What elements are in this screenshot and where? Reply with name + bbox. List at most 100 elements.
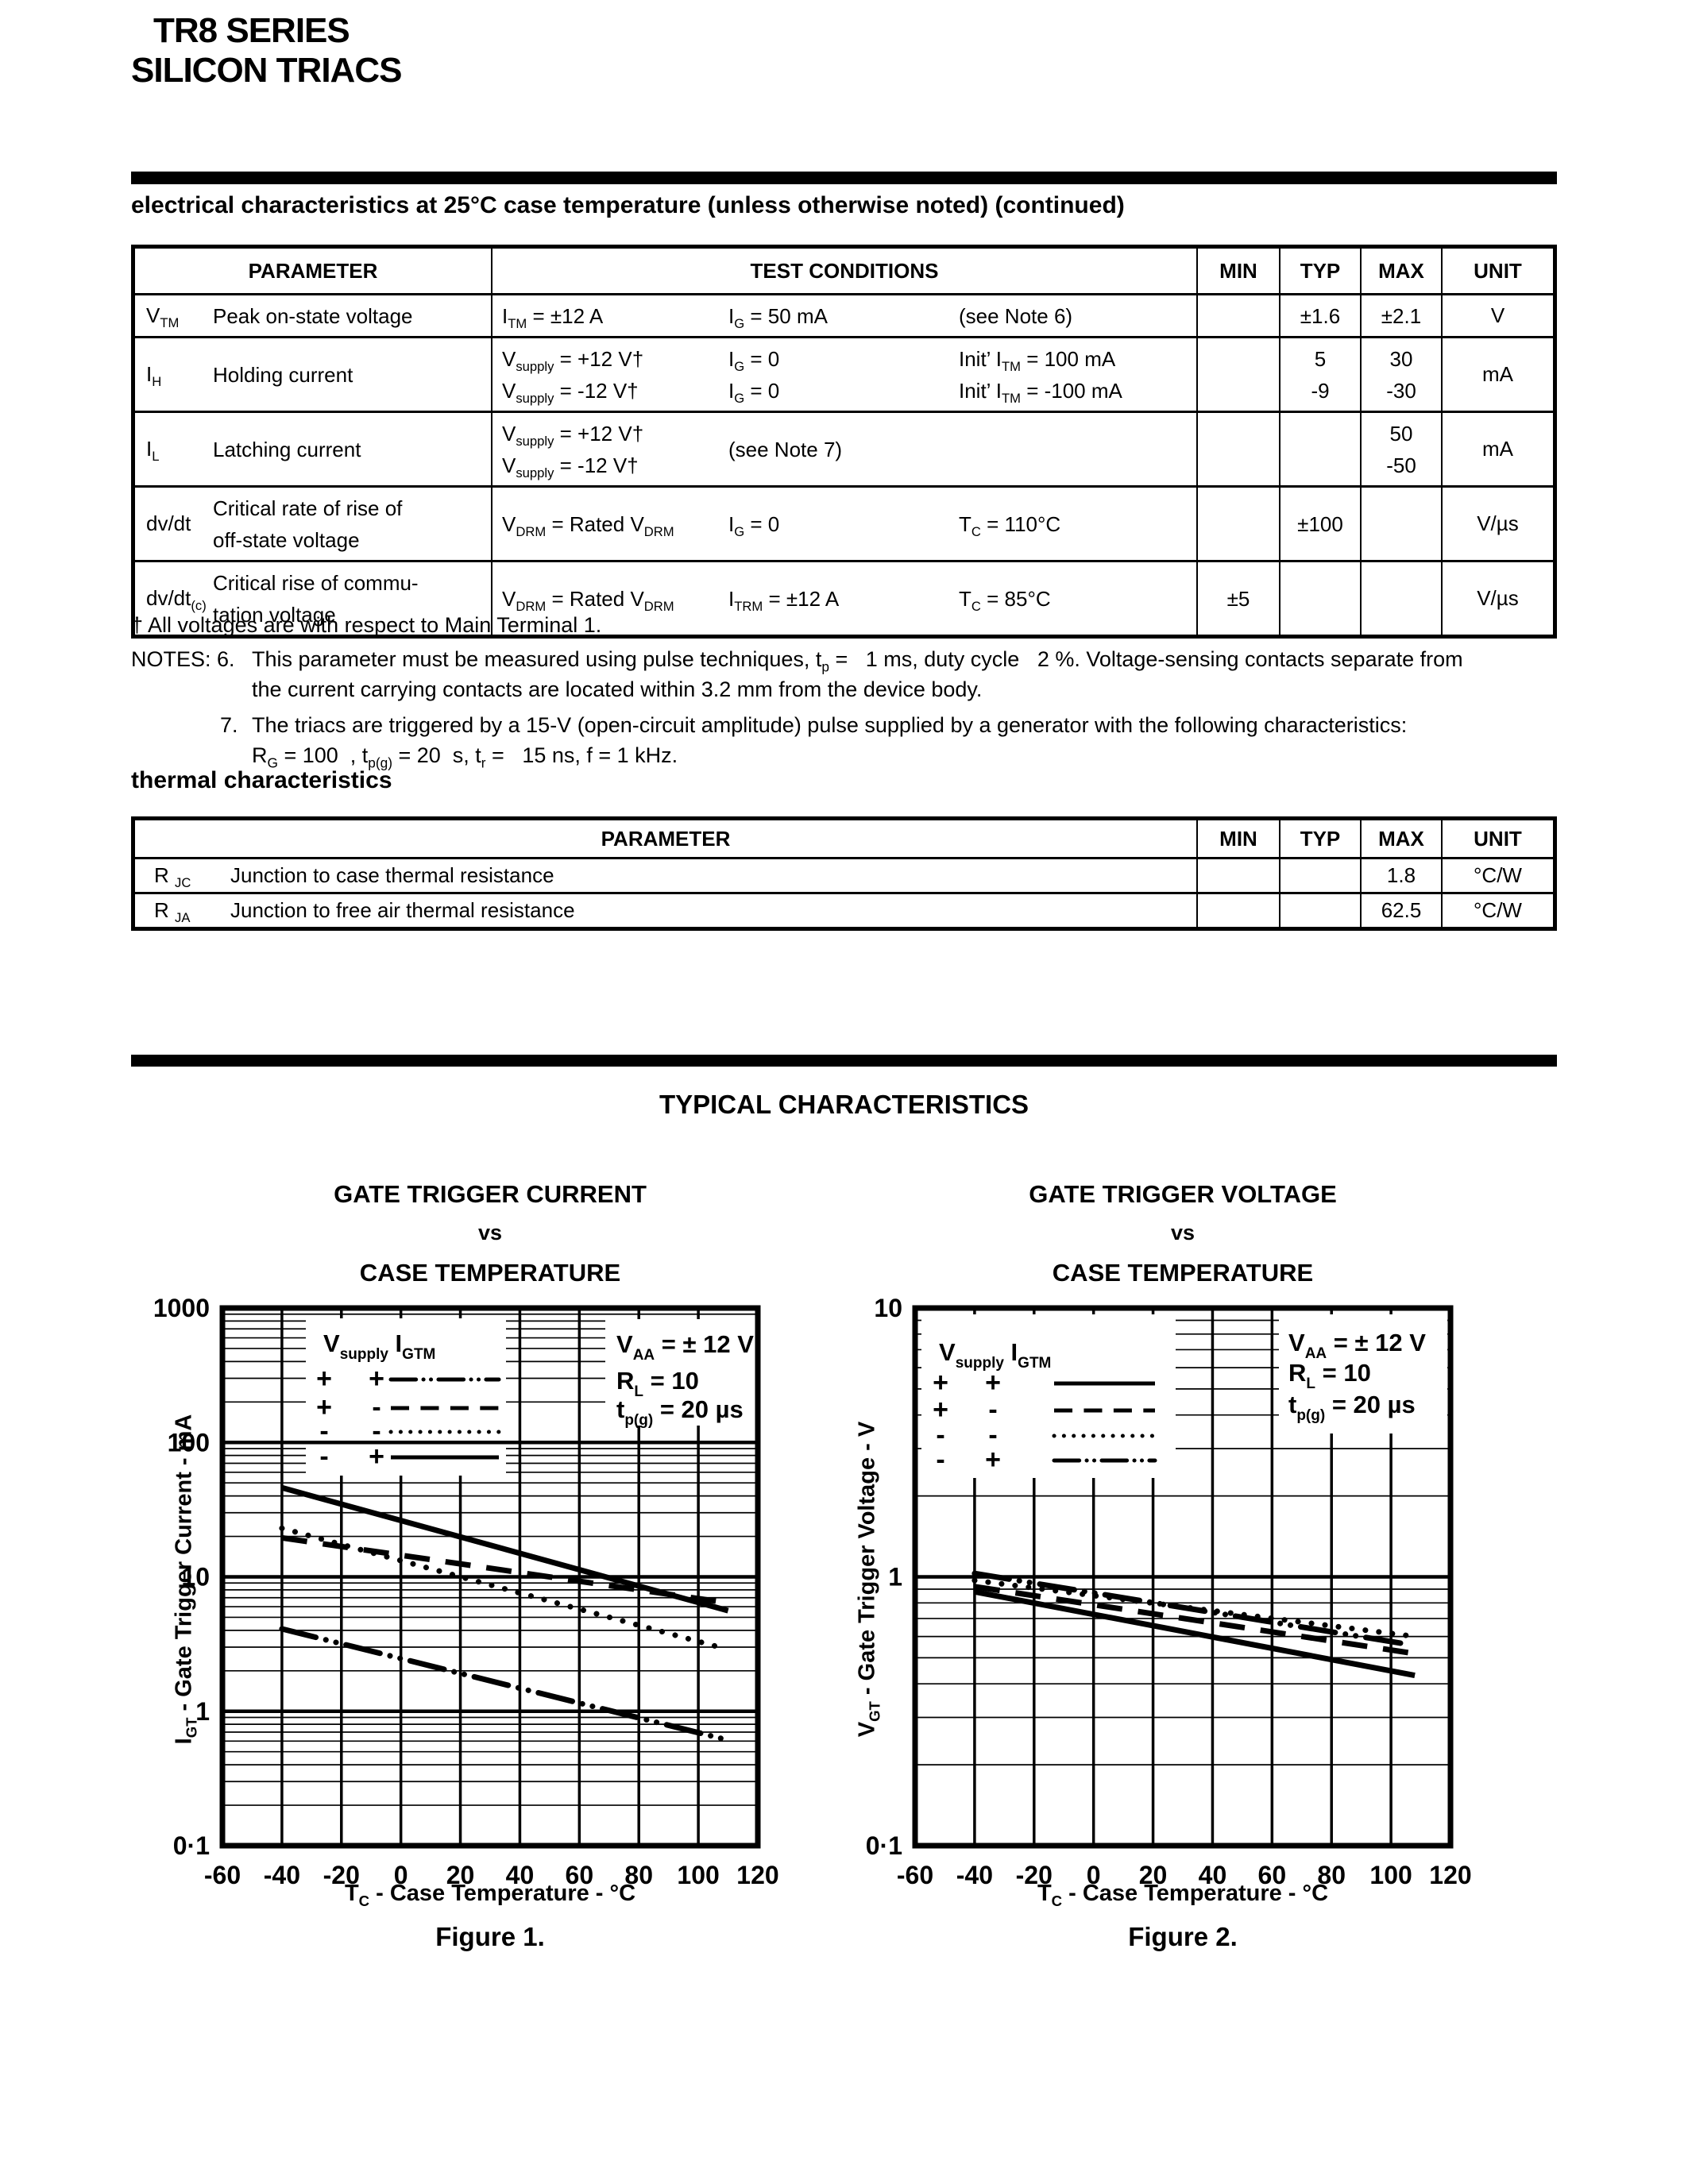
legend-header: Vsupply​ IGTM​ <box>323 1329 435 1363</box>
figure2-title: GATE TRIGGER VOLTAGE <box>1029 1180 1337 1208</box>
legend-igtm-sign: - <box>372 1416 380 1446</box>
value-line: 30 <box>1389 346 1413 371</box>
cell-parameter-name: Peak on-state voltage <box>207 295 491 336</box>
figure2-chart: -60 -40 -20 0 20 40 60 80 100 120 10 1 0·1 Vsupply​ I… <box>866 1294 1471 1889</box>
electrical-characteristics-table: PARAMETER TEST CONDITIONS MIN TYP MAX UNIT VTM… <box>131 245 1557 639</box>
cond-column: IG = 50 mA <box>728 295 959 336</box>
series-line <box>971 1570 1412 1648</box>
x-tick-label: 20 <box>446 1861 475 1889</box>
figure1-chart: -60 -40 -20 0 20 40 60 80 100 120 1000 100 10 1 0·1 Vsu… <box>153 1294 778 1889</box>
cell-max: ±2.1 <box>1360 295 1441 336</box>
footnotes: † All voltages are with respect to Main … <box>131 610 1569 770</box>
symbol-text: VTM <box>146 303 180 331</box>
x-tick-label: -20 <box>323 1861 360 1889</box>
cond-line: Vsupply = -12 V† <box>502 453 639 480</box>
cond-column <box>959 413 1196 485</box>
x-tick-label: -20 <box>1016 1861 1053 1889</box>
note7-label: 7. <box>220 713 238 737</box>
value-line: ±100 <box>1297 511 1343 536</box>
name-line: Critical rise of commu- <box>213 570 419 595</box>
col-unit: UNIT <box>1441 249 1553 293</box>
figure1-title: GATE TRIGGER CURRENT <box>334 1180 647 1208</box>
cell-typ: 5 -9 <box>1279 338 1360 411</box>
legend-igtm-sign: - <box>372 1392 380 1422</box>
cond-line: Vsupply = +12 V† <box>502 346 644 374</box>
parameter-name: Junction to case thermal resistance <box>230 863 554 887</box>
x-tick-label: 0 <box>1087 1861 1101 1889</box>
x-tick-label: 40 <box>1199 1861 1227 1889</box>
cond-column: IG = 0 <box>728 488 959 560</box>
series-line <box>279 1525 722 1650</box>
symbol-text: dv/dt <box>146 511 191 535</box>
cond-line: Init’ ITM = -100 mA <box>959 378 1122 406</box>
cell-parameter-name: Holding current <box>207 338 491 411</box>
x-tick-label: -60 <box>204 1861 241 1889</box>
cond-line: IG = 50 mA <box>728 303 828 331</box>
y-tick-label: 1 <box>195 1697 210 1726</box>
y-tick-label: 0·1 <box>866 1831 902 1860</box>
x-tick-label: 100 <box>1369 1861 1412 1889</box>
name-line: Peak on-state voltage <box>213 303 413 328</box>
value-line: -30 <box>1386 378 1416 403</box>
cell-unit: V/µs <box>1441 562 1553 635</box>
legend-igtm-sign: + <box>369 1441 384 1472</box>
figure2-subtitle: CASE TEMPERATURE <box>1052 1259 1314 1287</box>
cond-column: VDRM = Rated VDRM <box>502 488 728 560</box>
cond-column: VDRM = Rated VDRM <box>502 562 728 635</box>
legend-vsupply-sign: - <box>936 1420 944 1450</box>
y-tick-label: 1 <box>888 1563 902 1592</box>
cell-typ <box>1279 894 1360 927</box>
y-tick-label: 100 <box>168 1428 210 1457</box>
col-typ: TYP <box>1279 249 1360 293</box>
cell-unit: mA <box>1441 413 1553 485</box>
cell-test-conditions: VDRM = Rated VDRM IG = 0 TC = 110°C <box>491 488 1196 560</box>
cond-line: (see Note 6) <box>959 303 1073 328</box>
legend-vsupply-sign: + <box>933 1368 948 1398</box>
value-line: ±1.6 <box>1300 303 1341 328</box>
x-tick-label: 20 <box>1139 1861 1168 1889</box>
cond-column: IG = 0 IG = 0 <box>728 338 959 411</box>
cell-max: 1.8 <box>1360 859 1441 892</box>
col-typ: TYP <box>1279 820 1360 857</box>
value-line: ±5 <box>1226 586 1250 611</box>
dagger-footnote: † All voltages are with respect to Main … <box>131 613 602 637</box>
value-line: 50 <box>1389 421 1413 446</box>
series-line <box>974 1584 1412 1657</box>
cond-column: Vsupply = +12 V† Vsupply = -12 V† <box>502 338 728 411</box>
x-tick-label: 40 <box>506 1861 535 1889</box>
typical-characteristics-title: TYPICAL CHARACTERISTICS <box>659 1090 1029 1119</box>
cell-unit: °C/W <box>1441 894 1553 927</box>
x-tick-label: -40 <box>264 1861 300 1889</box>
col-max: MAX <box>1360 249 1441 293</box>
thermal-section-title: thermal characteristics <box>131 767 392 793</box>
device-type-title: SILICON TRIACS <box>131 51 402 90</box>
note7-text-line1: The triacs are triggered by a 15-V (open… <box>252 713 1408 737</box>
cond-column: TC = 110°C <box>959 488 1196 560</box>
table-row: VTM Peak on-state voltage ITM = ±12 A IG = … <box>135 293 1553 336</box>
cond-column: (see Note 7) <box>728 413 959 485</box>
cond-column: (see Note 6) <box>959 295 1196 336</box>
legend-vsupply-sign: - <box>319 1441 328 1472</box>
condition-annotation: RL​ = 10 <box>1288 1359 1371 1392</box>
legend-igtm-sign: + <box>985 1368 1001 1398</box>
cell-min <box>1196 338 1279 411</box>
table-row: R JA Junction to free air thermal resista… <box>135 892 1553 927</box>
cell-min <box>1196 894 1279 927</box>
col-test-conditions: TEST CONDITIONS <box>491 249 1196 293</box>
cell-parameter: R JA Junction to free air thermal resista… <box>135 894 1196 927</box>
figure1-vs: vs <box>477 1221 503 1244</box>
legend-vsupply-sign: - <box>936 1445 944 1475</box>
legend-igtm-sign: - <box>988 1420 997 1450</box>
section-divider-bar <box>131 172 1557 184</box>
legend-vsupply-sign: + <box>933 1395 948 1425</box>
cell-parameter-name: Critical rate of rise of off-state voltag… <box>207 488 491 560</box>
cell-test-conditions: ITM = ±12 A IG = 50 mA (see Note 6) <box>491 295 1196 336</box>
x-tick-label: 0 <box>394 1861 408 1889</box>
cell-typ: ±1.6 <box>1279 295 1360 336</box>
plot-border <box>912 1305 1454 1849</box>
series-line <box>281 1534 723 1605</box>
y-tick-label: 10 <box>181 1563 210 1592</box>
x-tick-label: 60 <box>566 1861 594 1889</box>
y-tick-label: 0·1 <box>173 1831 210 1860</box>
col-parameter: PARAMETER <box>248 258 378 283</box>
